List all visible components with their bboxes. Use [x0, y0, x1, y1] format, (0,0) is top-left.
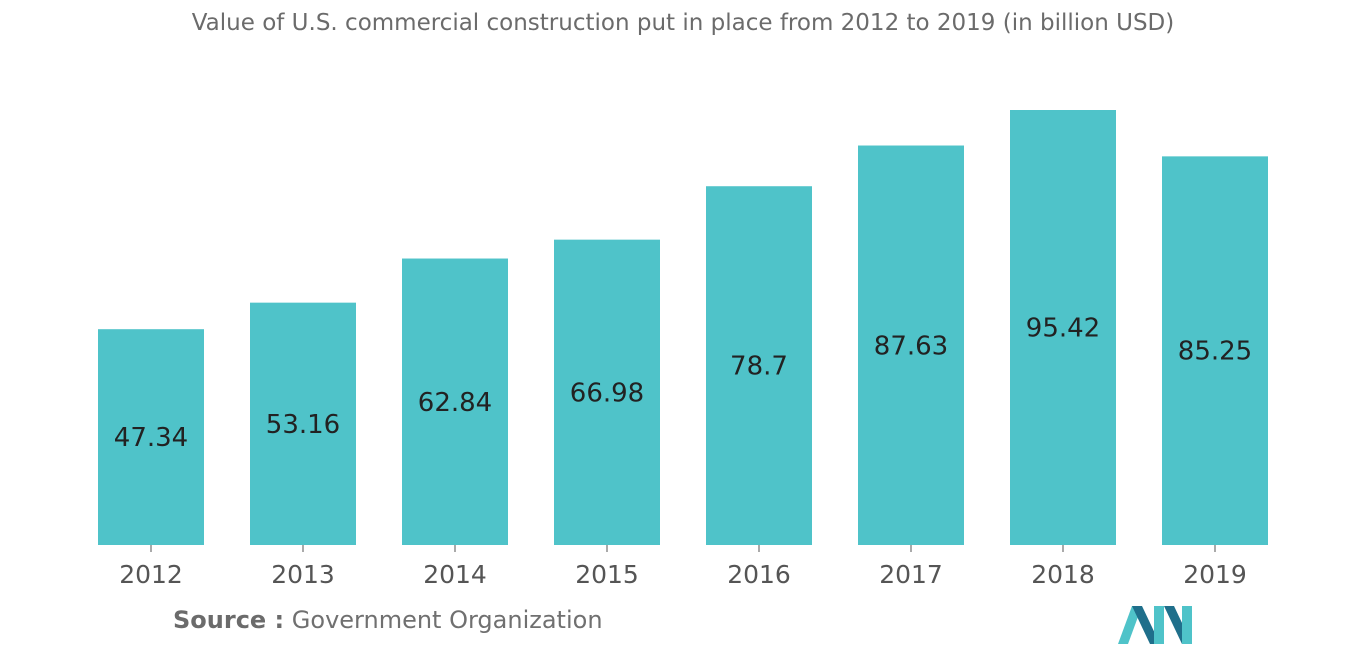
x-tick-label-2013: 2013 [271, 560, 335, 589]
value-label-2013: 53.16 [266, 410, 340, 440]
bar-2019 [1162, 156, 1268, 545]
chart-title: Value of U.S. commercial construction pu… [191, 10, 1175, 36]
x-tick-label-2016: 2016 [727, 560, 791, 589]
x-tick-label-2017: 2017 [879, 560, 943, 589]
value-label-2016: 78.7 [730, 352, 788, 382]
source-note: Source : Government Organization [173, 606, 603, 634]
value-label-2019: 85.25 [1178, 337, 1252, 367]
bar-2016 [706, 186, 812, 545]
value-label-2015: 66.98 [570, 378, 644, 408]
value-label-2017: 87.63 [874, 331, 948, 361]
value-label-2018: 95.42 [1026, 314, 1100, 344]
x-tick-label-2015: 2015 [575, 560, 639, 589]
mordor-intelligence-logo [1118, 606, 1192, 644]
bar-2017 [858, 145, 964, 545]
x-tick-label-2018: 2018 [1031, 560, 1095, 589]
bar-2015 [554, 239, 660, 545]
source-text: Government Organization [291, 606, 603, 634]
x-tick-label-2014: 2014 [423, 560, 487, 589]
bar-2014 [402, 258, 508, 545]
bar-chart: 47.34 2012 53.16 2013 62.84 2014 66.98 2015 78.7… [98, 110, 1268, 589]
value-label-2014: 62.84 [418, 388, 492, 418]
bar-2018 [1010, 110, 1116, 545]
value-label-2012: 47.34 [114, 423, 188, 453]
source-label: Source : [173, 606, 285, 634]
x-tick-label-2019: 2019 [1183, 560, 1247, 589]
bar-2013 [250, 302, 356, 545]
bar-2012 [98, 329, 204, 545]
x-tick-label-2012: 2012 [119, 560, 183, 589]
